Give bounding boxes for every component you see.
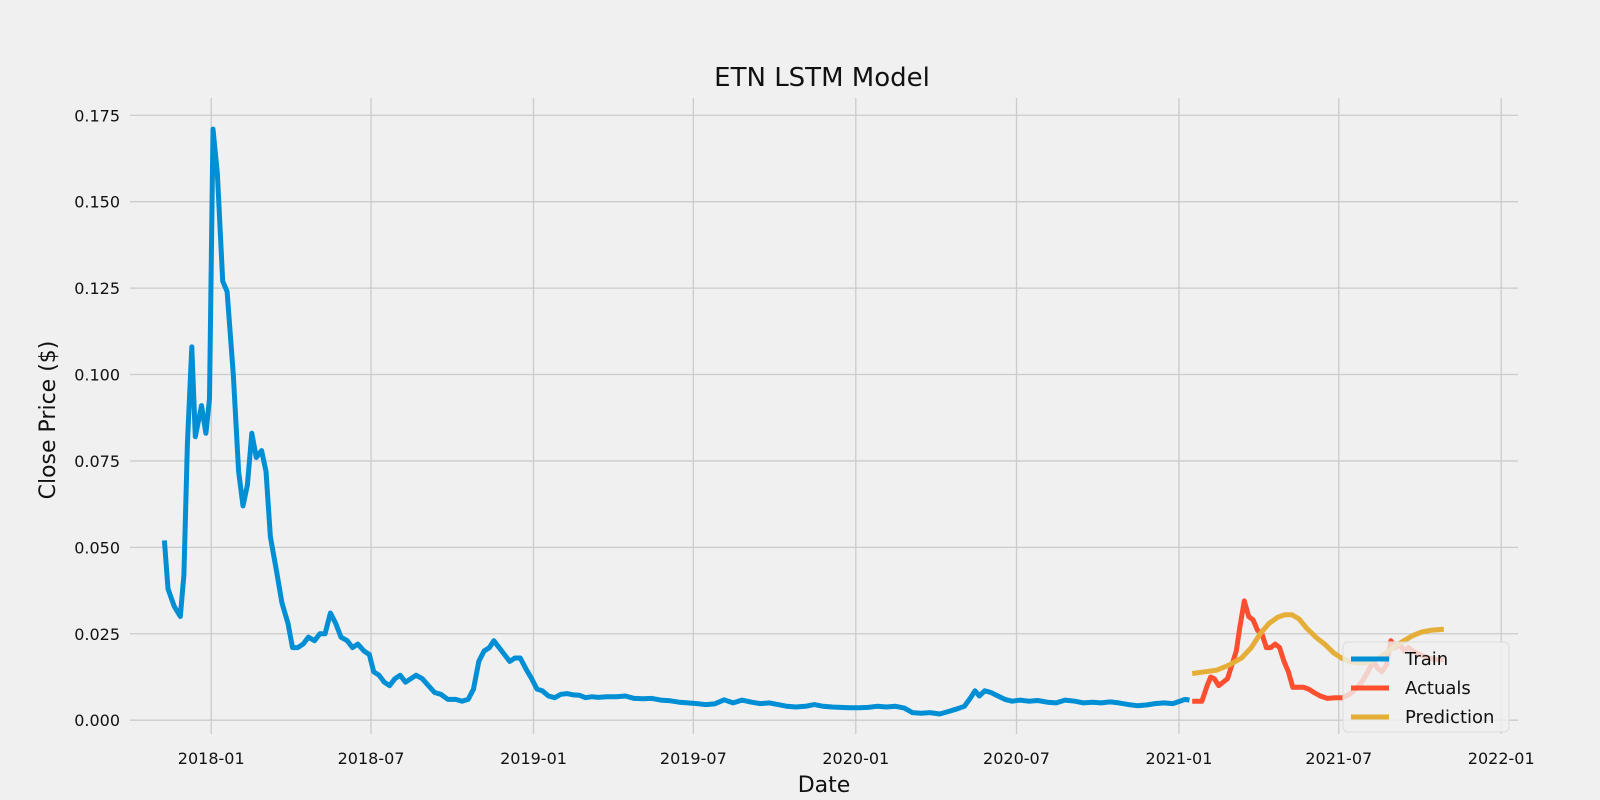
y-tick-label: 0.050 [74, 538, 120, 557]
series-line-train [161, 126, 1190, 717]
y-axis-ticks: 0.000 0.025 0.050 0.075 0.100 0.125 0.150 0.175 [74, 106, 120, 730]
y-tick-label: 0.150 [74, 193, 120, 212]
x-tick-label: 2018-07 [338, 749, 405, 768]
x-axis-label: Date [798, 773, 851, 798]
x-tick-label: 2020-07 [983, 749, 1050, 768]
legend-label-train: Train [1404, 649, 1448, 670]
grid [130, 98, 1518, 734]
y-tick-label: 0.025 [74, 625, 120, 644]
x-tick-label: 2019-07 [660, 749, 727, 768]
y-tick-label: 0.000 [74, 711, 120, 730]
legend: Train Actuals Prediction [1342, 641, 1510, 733]
series-lines [161, 126, 1444, 717]
y-tick-label: 0.075 [74, 452, 120, 471]
y-tick-label: 0.125 [74, 279, 120, 298]
x-axis-ticks: 2018-01 2018-07 2019-01 2019-07 2020-01 2020-… [178, 749, 1535, 768]
legend-label-prediction: Prediction [1405, 707, 1494, 728]
x-tick-label: 2021-01 [1146, 749, 1213, 768]
y-tick-label: 0.100 [74, 366, 120, 385]
x-tick-label: 2021-07 [1305, 749, 1372, 768]
y-axis-label: Close Price ($) [36, 341, 61, 500]
x-tick-label: 2019-01 [500, 749, 567, 768]
y-tick-label: 0.175 [74, 106, 120, 125]
chart-title: ETN LSTM Model [714, 63, 930, 93]
legend-box [1342, 641, 1510, 733]
x-tick-label: 2018-01 [178, 749, 245, 768]
series-line-prediction [1191, 612, 1444, 676]
x-tick-label: 2020-01 [822, 749, 889, 768]
legend-label-actuals: Actuals [1405, 678, 1471, 699]
x-tick-label: 2022-01 [1468, 749, 1535, 768]
